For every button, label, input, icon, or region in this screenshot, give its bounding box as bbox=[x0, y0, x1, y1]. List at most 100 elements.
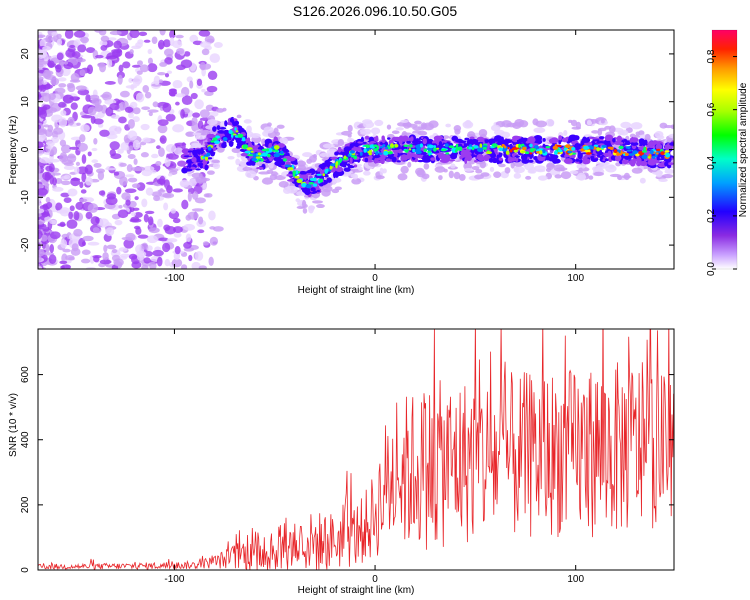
heatmap-cell bbox=[508, 157, 517, 162]
heatmap-cell bbox=[228, 140, 234, 147]
heatmap-cell bbox=[58, 83, 67, 88]
heatmap-cell bbox=[129, 49, 134, 55]
heatmap-cell bbox=[62, 94, 74, 104]
heatmap-cell bbox=[67, 188, 78, 197]
x-tick-label: 0 bbox=[372, 273, 378, 284]
heatmap-cell bbox=[105, 167, 117, 171]
heatmap-peak bbox=[359, 151, 363, 156]
heatmap-cell bbox=[74, 166, 80, 175]
heatmap-cell bbox=[493, 171, 502, 178]
heatmap-cell bbox=[87, 241, 100, 246]
heatmap-cell bbox=[181, 148, 190, 154]
heatmap-cell bbox=[157, 124, 168, 134]
heatmap-peak bbox=[335, 161, 339, 166]
heatmap-peak bbox=[330, 163, 336, 167]
heatmap-peak bbox=[379, 146, 384, 149]
heatmap-peak bbox=[643, 146, 646, 152]
heatmap-cell bbox=[62, 248, 71, 253]
x-tick-label: -100 bbox=[164, 273, 184, 284]
heatmap-cell bbox=[180, 59, 193, 69]
snr-line bbox=[38, 329, 674, 570]
heatmap-cell bbox=[343, 167, 351, 172]
heatmap-cell bbox=[668, 133, 674, 139]
heatmap-cell bbox=[317, 176, 325, 179]
heatmap-cell bbox=[322, 143, 335, 149]
heatmap-cell bbox=[522, 153, 528, 161]
colorbar-tick-label: 0.8 bbox=[706, 49, 717, 63]
heatmap-cell bbox=[60, 110, 67, 117]
heatmap-peak bbox=[273, 145, 280, 150]
heatmap-cell bbox=[175, 101, 180, 106]
snr-ticks: -100 0 100 0 200 400 600 bbox=[20, 329, 674, 585]
heatmap-peak bbox=[212, 137, 218, 141]
heatmap-cell bbox=[107, 58, 113, 68]
heatmap-cell bbox=[209, 226, 216, 230]
heatmap-cell bbox=[438, 175, 443, 181]
heatmap-cell bbox=[397, 173, 408, 181]
heatmap-cell bbox=[119, 101, 126, 111]
heatmap-cell bbox=[55, 202, 63, 211]
heatmap-cell bbox=[61, 180, 71, 186]
heatmap-cell bbox=[598, 143, 605, 146]
heatmap-cell bbox=[127, 154, 136, 160]
heatmap-peak bbox=[649, 149, 654, 155]
heatmap-cell bbox=[141, 264, 149, 269]
heatmap-peak bbox=[503, 145, 507, 149]
heatmap-cell bbox=[91, 159, 99, 164]
heatmap-cell bbox=[146, 235, 158, 244]
heatmap-cell bbox=[461, 145, 466, 148]
heatmap-cell bbox=[197, 120, 204, 130]
heatmap-cell bbox=[69, 146, 80, 150]
heatmap-peak bbox=[628, 153, 635, 156]
heatmap-cell bbox=[143, 39, 151, 43]
heatmap-cell bbox=[194, 99, 204, 110]
heatmap-cell bbox=[59, 139, 67, 147]
heatmap-cell bbox=[38, 91, 42, 100]
heatmap-peak bbox=[234, 127, 237, 131]
heatmap-cell bbox=[514, 155, 520, 159]
heatmap-cell bbox=[528, 159, 534, 163]
heatmap-cell bbox=[80, 36, 89, 44]
heatmap-cell bbox=[148, 227, 160, 234]
heatmap-peak bbox=[295, 170, 299, 175]
heatmap-cell bbox=[311, 200, 324, 204]
heatmap-cell bbox=[54, 87, 66, 95]
heatmap-cell bbox=[374, 158, 378, 164]
heatmap-cell bbox=[664, 168, 674, 175]
heatmap-cell bbox=[195, 155, 201, 163]
heatmap-cell bbox=[494, 152, 499, 155]
heatmap-cell bbox=[129, 101, 138, 109]
heatmap-cell bbox=[394, 150, 398, 158]
heatmap-cell bbox=[44, 216, 51, 222]
heatmap-cell bbox=[99, 259, 112, 265]
y-tick-label: 200 bbox=[20, 496, 31, 513]
heatmap-cell bbox=[133, 158, 138, 165]
heatmap-cell bbox=[128, 77, 134, 83]
heatmap-cell bbox=[266, 122, 272, 127]
heatmap-cell bbox=[157, 189, 166, 193]
heatmap-cell bbox=[623, 138, 627, 142]
heatmap-cell bbox=[191, 208, 204, 212]
heatmap-cell bbox=[337, 146, 342, 153]
heatmap-cell bbox=[207, 170, 215, 175]
heatmap-cell bbox=[76, 58, 86, 63]
heatmap-peak bbox=[287, 167, 294, 171]
heatmap-cell bbox=[625, 141, 631, 146]
heatmap-cell bbox=[325, 161, 331, 166]
heatmap-cell bbox=[190, 92, 198, 100]
heatmap-cell bbox=[60, 265, 66, 269]
heatmap-cell bbox=[375, 135, 379, 141]
heatmap-peak bbox=[641, 154, 648, 159]
heatmap-cell bbox=[133, 225, 141, 230]
heatmap-cell bbox=[219, 126, 227, 130]
heatmap-cell bbox=[332, 177, 342, 183]
heatmap-cell bbox=[198, 30, 211, 37]
heatmap-cell bbox=[43, 182, 50, 187]
heatmap-peak bbox=[656, 148, 661, 152]
heatmap-cell bbox=[210, 151, 216, 157]
heatmap-cell bbox=[527, 136, 536, 144]
heatmap-cell bbox=[592, 166, 603, 172]
heatmap-peak bbox=[601, 144, 607, 149]
heatmap-cell bbox=[50, 77, 60, 86]
